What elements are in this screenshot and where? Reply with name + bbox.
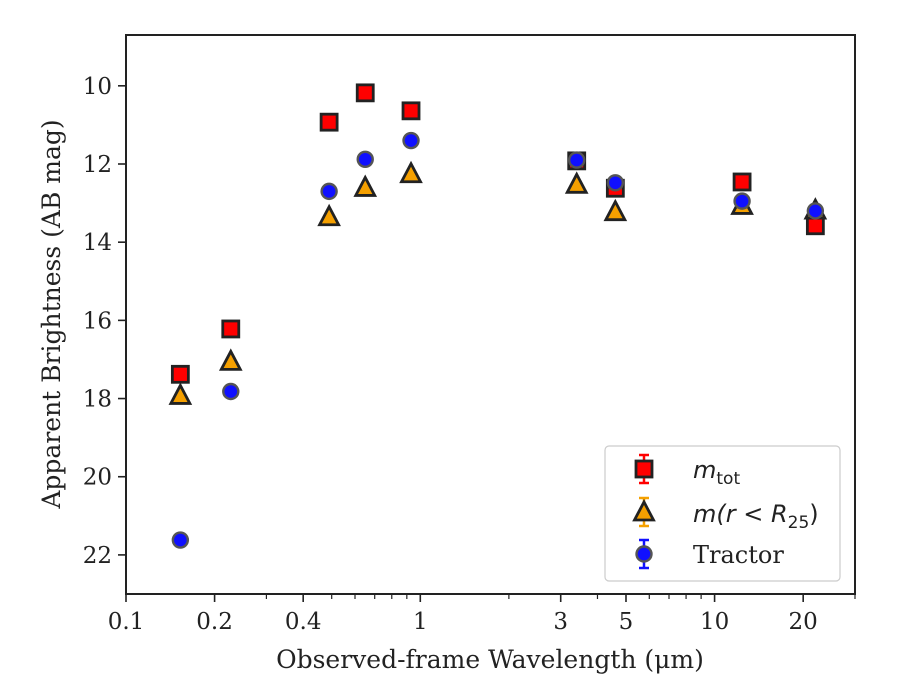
legend: mtot m(r < R25) Tractor (604, 445, 841, 582)
mr25-point (564, 171, 589, 194)
legend-marker-mr25 (632, 499, 656, 522)
x-tick-label: 0.2 (196, 609, 233, 635)
legend-label-mr25: m(r < R25) (693, 500, 819, 533)
mr25-point (399, 160, 423, 184)
mtot-point (805, 216, 825, 236)
y-axis-label: Apparent Brightness (AB mag) (37, 119, 66, 509)
legend-markers (632, 453, 656, 570)
legend-label-mtot: mtot (693, 456, 740, 489)
legend-marker-tractor (635, 545, 653, 563)
tractor-point (222, 382, 240, 401)
tractor-point (171, 531, 190, 549)
x-tick-label: 10 (700, 609, 729, 635)
mtot-point (732, 172, 752, 192)
y-tick-label: 12 (83, 152, 112, 178)
axis-ticks: 0.1 0.2 0.4 1 3 5 10 20 10 12 14 16 18 20 22 (83, 74, 856, 635)
mtot-point (319, 112, 339, 132)
mtot-point (221, 319, 241, 339)
y-tick-label: 10 (83, 74, 112, 100)
legend-mtot-sub: tot (716, 469, 740, 489)
legend-marker-mtot (634, 459, 654, 479)
legend-mr25-sub: 25 (788, 513, 810, 533)
mtot-point (401, 101, 421, 121)
legend-label-tractor: Tractor (693, 541, 784, 569)
tractor-point (806, 202, 825, 220)
x-tick-label: 3 (553, 609, 568, 635)
legend-mtot-main: m (693, 456, 716, 484)
legend-mr25-tail: ) (809, 500, 818, 528)
plot-frame (125, 34, 856, 595)
legend-box (604, 445, 841, 582)
mr25-point (168, 382, 193, 405)
tractor-point (568, 151, 586, 169)
data-points (168, 83, 828, 549)
x-tick-label: 1 (413, 609, 428, 635)
y-tick-label: 18 (83, 387, 112, 413)
x-tick-label: 0.1 (108, 609, 145, 635)
tractor-point (733, 192, 751, 210)
y-tick-label: 20 (83, 465, 112, 491)
mr25-point (218, 348, 243, 371)
mr25-point (603, 198, 628, 222)
x-axis-label: Observed-frame Wavelength (μm) (276, 645, 704, 674)
y-tick-label: 22 (83, 543, 112, 569)
mtot-point (355, 83, 375, 103)
tractor-point (320, 182, 338, 201)
x-tick-label: 20 (789, 609, 818, 635)
x-tick-label: 5 (619, 609, 634, 635)
tractor-point (356, 150, 374, 169)
y-tick-label: 16 (83, 308, 112, 334)
mr25-point (317, 203, 341, 227)
legend-mr25-main: m(r < R (693, 500, 788, 528)
tractor-point (606, 174, 625, 192)
x-tick-label: 0.4 (285, 609, 322, 635)
mr25-point (353, 174, 378, 197)
tractor-point (402, 131, 420, 150)
y-tick-label: 14 (83, 230, 112, 256)
mtot-point (170, 364, 190, 384)
